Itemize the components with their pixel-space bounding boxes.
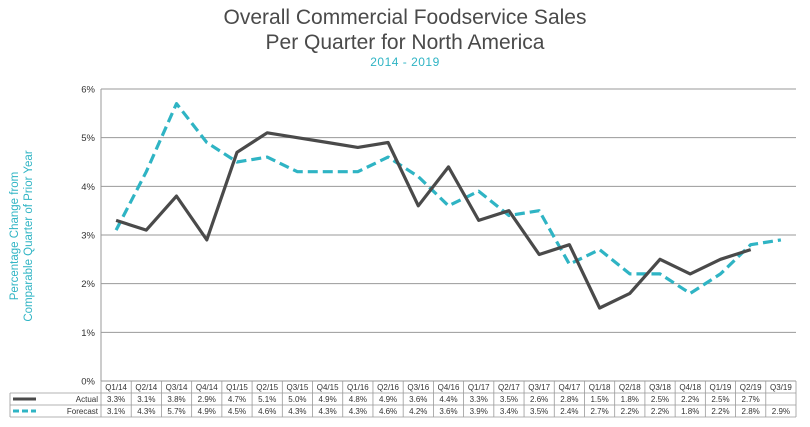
legend-label-forecast: Forecast	[67, 407, 99, 416]
y-tick-label: 4%	[81, 182, 95, 193]
x-tick-label: Q3/19	[770, 383, 792, 392]
data-label: 4.9%	[198, 407, 216, 416]
data-label: 5.1%	[258, 395, 276, 404]
y-axis-title-line2: Comparable Quarter of Prior Year	[23, 150, 35, 321]
y-tick-label: 1%	[81, 328, 95, 339]
x-tick-label: Q2/19	[740, 383, 762, 392]
chart-subtitle: 2014 - 2019	[370, 55, 440, 69]
x-tick-label: Q4/14	[196, 383, 218, 392]
data-label: 4.7%	[228, 395, 246, 404]
x-tick-label: Q4/18	[679, 383, 701, 392]
data-label: 4.4%	[439, 395, 457, 404]
data-label: 2.5%	[711, 395, 729, 404]
x-tick-label: Q1/14	[105, 383, 127, 392]
data-label: 4.3%	[137, 407, 155, 416]
data-label: 2.6%	[530, 395, 548, 404]
y-tick-label: 2%	[81, 279, 95, 290]
data-label: 4.5%	[228, 407, 246, 416]
x-tick-label: Q2/14	[135, 383, 157, 392]
data-label: 3.4%	[500, 407, 518, 416]
y-tick-label: 3%	[81, 231, 95, 242]
data-label: 1.8%	[621, 395, 639, 404]
x-tick-label: Q4/15	[317, 383, 339, 392]
data-label: 4.6%	[379, 407, 397, 416]
y-tick-label: 5%	[81, 133, 95, 144]
data-label: 2.8%	[742, 407, 760, 416]
x-tick-label: Q1/16	[347, 383, 369, 392]
y-tick-label: 0%	[81, 377, 95, 388]
data-label: 3.3%	[470, 395, 488, 404]
x-tick-label: Q1/15	[226, 383, 248, 392]
data-label: 3.6%	[409, 395, 427, 404]
data-label: 2.2%	[621, 407, 639, 416]
data-label: 2.2%	[711, 407, 729, 416]
x-tick-label: Q2/15	[256, 383, 278, 392]
x-tick-label: Q2/18	[619, 383, 641, 392]
chart-title-line2: Per Quarter for North America	[265, 31, 545, 54]
data-label: 3.3%	[107, 395, 125, 404]
x-tick-label: Q1/17	[468, 383, 490, 392]
data-label: 4.3%	[349, 407, 367, 416]
data-label: 4.2%	[409, 407, 427, 416]
data-label: 2.9%	[772, 407, 790, 416]
data-label: 2.4%	[560, 407, 578, 416]
x-tick-label: Q3/18	[649, 383, 671, 392]
data-label: 1.8%	[681, 407, 699, 416]
data-label: 2.7%	[590, 407, 608, 416]
x-tick-label: Q3/14	[166, 383, 188, 392]
data-label: 5.0%	[288, 395, 306, 404]
data-label: 2.7%	[742, 395, 760, 404]
data-label: 3.6%	[439, 407, 457, 416]
data-label: 4.3%	[319, 407, 337, 416]
x-tick-label: Q3/15	[287, 383, 309, 392]
data-label: 3.1%	[107, 407, 125, 416]
data-label: 2.2%	[681, 395, 699, 404]
x-tick-label: Q3/16	[407, 383, 429, 392]
data-label: 3.5%	[530, 407, 548, 416]
data-label: 2.5%	[651, 395, 669, 404]
data-label: 2.8%	[560, 395, 578, 404]
data-label: 2.2%	[651, 407, 669, 416]
y-tick-label: 6%	[81, 85, 95, 96]
data-label: 3.9%	[470, 407, 488, 416]
x-tick-label: Q2/16	[377, 383, 399, 392]
data-label: 4.3%	[288, 407, 306, 416]
data-label: 4.8%	[349, 395, 367, 404]
x-tick-label: Q1/18	[589, 383, 611, 392]
legend-label-actual: Actual	[76, 395, 98, 404]
series-line-actual	[115, 131, 752, 310]
data-label: 3.8%	[167, 395, 185, 404]
data-label: 2.9%	[198, 395, 216, 404]
x-tick-label: Q3/17	[528, 383, 550, 392]
data-label: 3.1%	[137, 395, 155, 404]
y-axis-title-line1: Percentage Change from	[9, 172, 21, 301]
data-label: 5.7%	[167, 407, 185, 416]
x-tick-label: Q4/16	[438, 383, 460, 392]
x-tick-label: Q4/17	[558, 383, 580, 392]
data-label: 1.5%	[590, 395, 608, 404]
data-label: 4.6%	[258, 407, 276, 416]
x-tick-label: Q2/17	[498, 383, 520, 392]
data-label: 3.5%	[500, 395, 518, 404]
chart-title-line1: Overall Commercial Foodservice Sales	[223, 6, 587, 29]
x-tick-label: Q1/19	[710, 383, 732, 392]
series-line-forecast	[114, 101, 782, 295]
data-label: 4.9%	[319, 395, 337, 404]
data-label: 4.9%	[379, 395, 397, 404]
